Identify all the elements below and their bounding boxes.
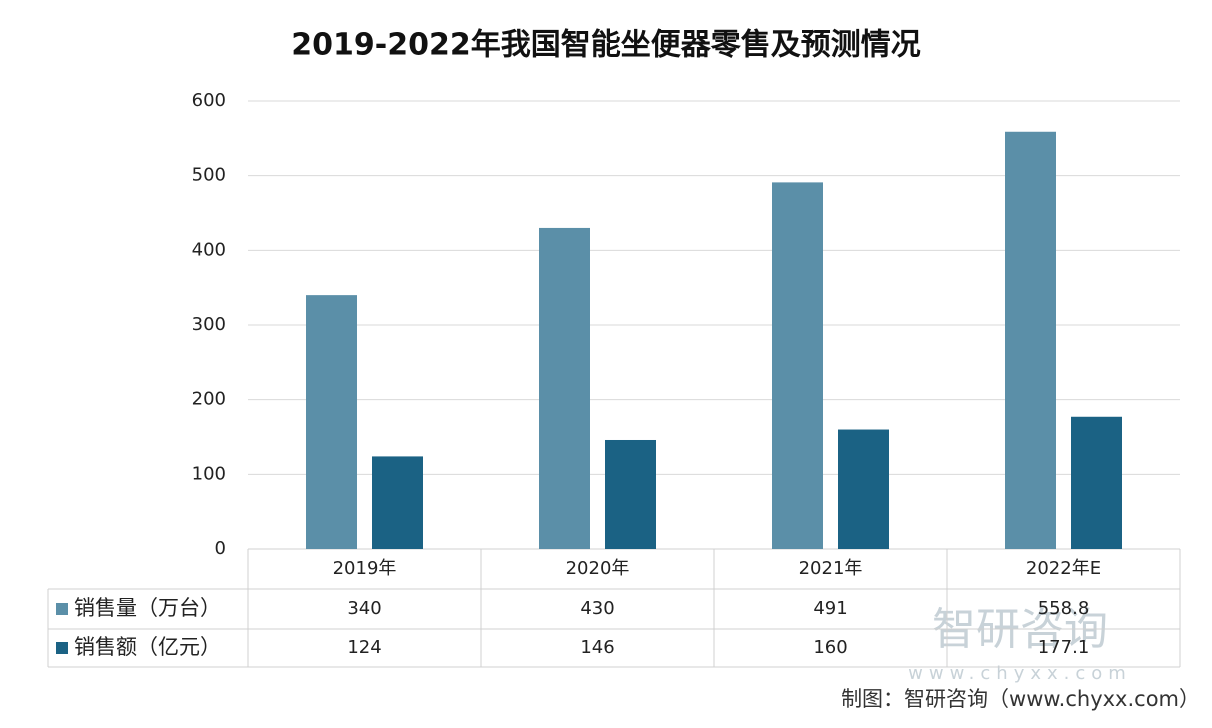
y-tick-label: 500	[192, 165, 226, 186]
watermark-url: www.chyxx.com	[908, 663, 1132, 684]
y-tick-label: 300	[192, 314, 226, 335]
bar	[605, 439, 656, 549]
table-value: 124	[347, 637, 381, 658]
table-value: 160	[813, 637, 847, 658]
x-tick-label: 2022年E	[1026, 558, 1101, 579]
y-tick-label: 200	[192, 389, 226, 410]
bar	[306, 295, 357, 549]
bar	[838, 429, 889, 549]
table-value: 430	[580, 598, 614, 619]
x-tick-label: 2019年	[333, 558, 397, 579]
legend-swatch	[56, 642, 68, 654]
table-value: 146	[580, 637, 614, 658]
table-value: 340	[347, 598, 381, 619]
bar	[539, 227, 590, 549]
bar	[1005, 131, 1056, 549]
y-tick-label: 600	[192, 90, 226, 111]
x-tick-label: 2020年	[566, 558, 630, 579]
y-tick-label: 100	[192, 463, 226, 484]
x-tick-label: 2021年	[799, 558, 863, 579]
legend-swatch	[56, 603, 68, 615]
y-tick-label: 400	[192, 239, 226, 260]
table-value: 177.1	[1038, 637, 1090, 658]
table-value: 491	[813, 598, 847, 619]
legend-label: 销售量（万台）	[74, 596, 221, 620]
legend-label: 销售额（亿元）	[74, 635, 221, 659]
table-value: 558.8	[1038, 598, 1090, 619]
source: 制图：智研咨询（www.chyxx.com）	[841, 687, 1200, 711]
bar	[772, 182, 823, 550]
bar	[1071, 416, 1122, 549]
y-tick-label: 0	[215, 538, 226, 559]
bar	[372, 456, 423, 549]
chart-title: 2019-2022年我国智能坐便器零售及预测情况	[291, 28, 920, 63]
